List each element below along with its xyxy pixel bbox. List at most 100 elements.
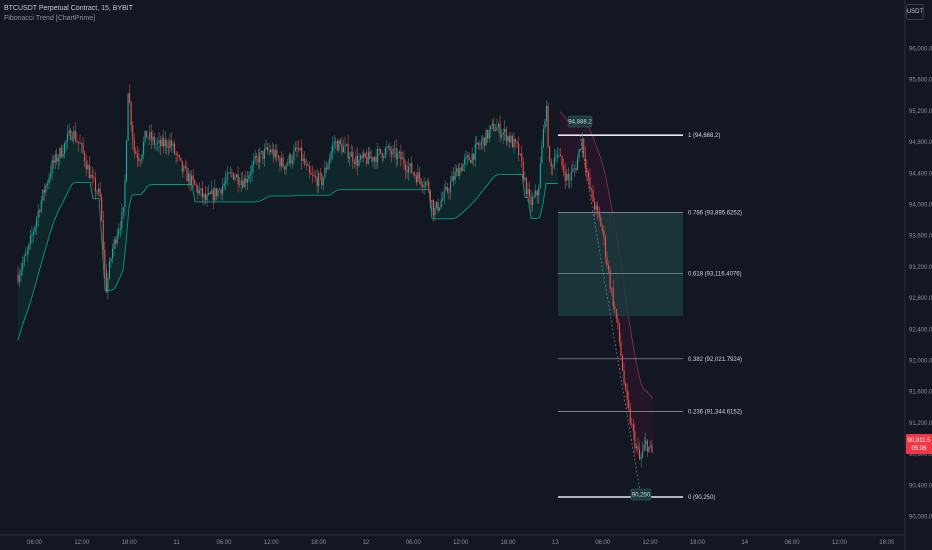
candle-body xyxy=(612,288,614,307)
price-axis-label: 91,200.0 xyxy=(909,421,932,427)
candle-body xyxy=(488,130,490,139)
candle-body xyxy=(446,186,448,192)
candle-body xyxy=(369,151,371,159)
candle-body xyxy=(394,148,396,149)
candle-body xyxy=(391,151,393,155)
candle-body xyxy=(48,177,50,184)
fib-top-tag-text: 94,888.2 xyxy=(568,120,592,126)
candle-body xyxy=(268,149,270,151)
candle-body xyxy=(25,253,27,256)
candle-body xyxy=(132,125,134,140)
candle-body xyxy=(84,152,86,163)
candle-body xyxy=(321,174,323,186)
currency-button[interactable]: USDT xyxy=(906,4,924,20)
candle-body xyxy=(411,163,413,173)
price-axis-label: 94,400.0 xyxy=(909,171,932,177)
candle-body xyxy=(263,149,265,159)
candle-body xyxy=(330,151,332,159)
price-axis-label: 92,800.0 xyxy=(909,296,932,302)
price-axis-label: 94,800.0 xyxy=(909,140,932,146)
candle-body xyxy=(651,445,653,453)
candle-body xyxy=(459,167,461,177)
candle-body xyxy=(521,153,523,162)
candle-body xyxy=(403,157,405,165)
candle-body xyxy=(490,125,492,131)
candle-body xyxy=(414,173,416,176)
candle-body xyxy=(209,192,211,195)
candle-body xyxy=(553,157,555,168)
symbol-title[interactable]: BTCUSDT Perpetual Contract, 15, BYBIT xyxy=(4,5,134,12)
candle-body xyxy=(583,138,585,155)
candle-body xyxy=(640,457,642,459)
candle-body xyxy=(271,149,273,153)
candle-body xyxy=(215,188,217,197)
candle-body xyxy=(201,188,203,198)
candle-body xyxy=(350,152,352,157)
candle-body xyxy=(524,177,526,180)
candle-body xyxy=(502,132,504,135)
candle-body xyxy=(262,150,264,159)
candle-body xyxy=(231,172,233,173)
candle-body xyxy=(104,250,106,270)
candle-body xyxy=(32,231,35,235)
candle-body xyxy=(31,234,33,236)
candle-body xyxy=(468,155,470,161)
candle-body xyxy=(82,143,84,153)
candle-body xyxy=(166,140,168,148)
candle-body xyxy=(265,147,267,150)
candle-body xyxy=(600,217,602,227)
candle-body xyxy=(81,143,83,145)
candle-body xyxy=(552,166,554,168)
candle-body xyxy=(550,160,552,167)
candle-body xyxy=(200,188,202,191)
candle-body xyxy=(463,159,465,165)
price-axis-label: 93,200.0 xyxy=(909,265,932,271)
candle-body xyxy=(270,149,272,153)
candle-body xyxy=(542,128,544,147)
candle-body xyxy=(327,164,329,170)
price-axis-label: 90,800.0 xyxy=(909,452,932,458)
candle-body xyxy=(254,155,256,161)
candle-body xyxy=(453,176,455,181)
candle-body xyxy=(398,151,400,154)
candle-body xyxy=(418,172,420,179)
indicator-title[interactable]: Fibonacci Trend [ChartPrime] xyxy=(4,15,96,22)
candle-body xyxy=(71,137,73,140)
candle-body xyxy=(349,156,351,159)
chart-legend: BTCUSDT Perpetual Contract, 15, BYBIT Fi… xyxy=(4,4,133,24)
candle-body xyxy=(282,157,284,167)
candle-body xyxy=(144,130,146,142)
candle-body xyxy=(186,167,188,182)
time-axis[interactable]: 06:00 12:00 18:00 11 06:00 12:00 18:00 12 06:00 1… xyxy=(27,540,895,546)
time-axis-label: 18:00 xyxy=(500,540,516,546)
time-axis-label: 18:00 xyxy=(122,540,138,546)
price-axis[interactable]: 96,000.0 95,600.0 95,200.0 94,800.0 94,400.0… xyxy=(909,47,932,521)
candle-body xyxy=(287,162,289,165)
candle-body xyxy=(181,160,183,172)
candle-body xyxy=(139,161,141,162)
candle-body xyxy=(564,171,566,181)
candle-body xyxy=(338,140,340,151)
candle-body xyxy=(191,175,193,186)
candle-body xyxy=(222,185,224,194)
candle-body xyxy=(212,189,214,201)
candle-body xyxy=(299,147,301,151)
candle-body xyxy=(370,157,372,159)
candle-body xyxy=(522,161,524,180)
candle-body xyxy=(172,143,174,147)
candle-body xyxy=(93,176,95,179)
candle-body xyxy=(56,154,58,162)
candle-body xyxy=(389,146,391,152)
candle-body xyxy=(380,148,382,154)
candle-body xyxy=(643,444,645,451)
candle-body xyxy=(146,130,148,138)
candle-body xyxy=(594,202,596,211)
candle-body xyxy=(595,205,597,211)
candle-body xyxy=(401,157,403,160)
candle-body xyxy=(26,250,28,254)
countdown-label: 05:06 xyxy=(911,446,927,452)
candle-body xyxy=(409,163,411,167)
candle-body xyxy=(544,121,546,129)
time-axis-label: 18:00 xyxy=(690,540,706,546)
